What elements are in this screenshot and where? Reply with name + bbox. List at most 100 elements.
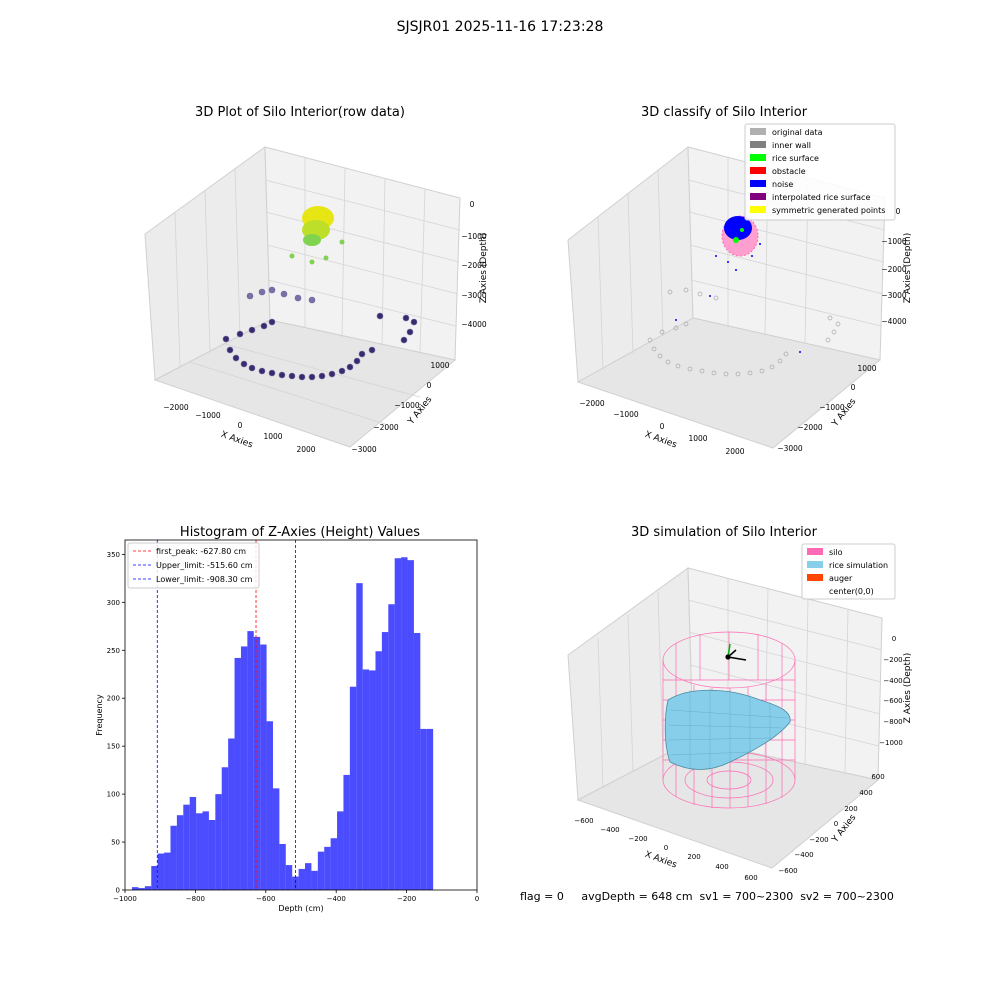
histogram-bar xyxy=(144,886,152,890)
legend-swatch-auger xyxy=(807,574,823,581)
sim-x-tick: 200 xyxy=(687,853,700,861)
histogram-bar xyxy=(253,636,261,890)
classify-z-tick: −3000 xyxy=(881,291,907,300)
histogram-bar xyxy=(311,870,318,890)
legend-swatch-rice-simulation xyxy=(807,561,823,568)
classify-z-tick: 0 xyxy=(896,207,901,216)
legend-label-obstacle: obstacle xyxy=(772,167,806,176)
classify-y-label: Y Axies xyxy=(830,397,859,430)
legend-label-original-data: original data xyxy=(772,128,823,137)
figure-suptitle: SJSJR01 2025-11-16 17:23:28 xyxy=(397,19,604,35)
histogram-bar xyxy=(420,728,427,890)
histogram-bar xyxy=(202,811,209,890)
histogram-title: Histogram of Z-Axies (Height) Values xyxy=(180,525,420,540)
legend-label-symmetric: symmetric generated points xyxy=(772,206,885,215)
raw-x-label: X Axies xyxy=(219,430,254,451)
raw-z-tick: −3000 xyxy=(461,291,487,300)
grid-classify xyxy=(597,157,886,370)
sim-z-label: Z Axies (Depth) xyxy=(903,653,913,724)
histogram-bar xyxy=(266,721,273,890)
x-tick-label: −200 xyxy=(397,895,416,903)
y-tick-label: 300 xyxy=(107,599,120,607)
classify-y-tick: −3000 xyxy=(777,444,803,453)
legend-swatch-original-data xyxy=(750,128,766,135)
legend-frame xyxy=(801,543,896,600)
x-tick-label: 0 xyxy=(475,895,479,903)
sim-x-tick: −400 xyxy=(600,826,619,834)
y-tick-label: 50 xyxy=(111,839,120,847)
histogram-bar xyxy=(356,583,363,890)
raw-y-tick: −3000 xyxy=(351,445,377,454)
panel-raw-title: 3D Plot of Silo Interior(row data) xyxy=(195,105,405,120)
classify-y-tick: 0 xyxy=(851,383,856,392)
histogram-x-ticks: −1000 −800 −600 −400 −200 0 xyxy=(113,890,479,903)
sim-y-tick: 200 xyxy=(844,805,857,813)
histogram-bar xyxy=(151,866,158,890)
histogram-bar xyxy=(337,811,344,890)
x-tick-label: −600 xyxy=(256,895,275,903)
sim-x-tick: 0 xyxy=(664,844,668,852)
histogram-bar xyxy=(208,820,216,890)
classify-x-label: X Axies xyxy=(643,430,678,451)
y-tick-label: 100 xyxy=(107,791,120,799)
sim-z-tick: −600 xyxy=(883,697,902,705)
histogram-bar xyxy=(234,657,241,890)
histogram-bar xyxy=(132,887,139,890)
classify-x-tick: −2000 xyxy=(579,399,605,408)
histogram-bar xyxy=(381,632,389,890)
classify-y-tick: −1000 xyxy=(819,403,845,412)
histogram-bar xyxy=(247,631,254,890)
classify-z-tick: −1000 xyxy=(881,237,907,246)
raw-z-tick: −1000 xyxy=(461,232,487,241)
histogram-bar xyxy=(138,888,145,890)
classify-x-tick: 0 xyxy=(660,422,665,431)
raw-ring-points xyxy=(222,286,418,381)
raw-y-tick: 0 xyxy=(427,381,432,390)
panel-simulation-title: 3D simulation of Silo Interior xyxy=(631,525,818,540)
histogram-bar xyxy=(388,604,395,890)
histogram-legend: first_peak: -627.80 cm Upper_limit: -515.… xyxy=(127,542,260,589)
histogram-bar xyxy=(298,868,306,890)
raw-x-tick: −2000 xyxy=(163,403,189,412)
legend-label-interpolated: interpolated rice surface xyxy=(772,193,870,202)
legend-swatch-symmetric xyxy=(750,206,766,213)
legend-label-rice-surface: rice surface xyxy=(772,154,819,163)
histogram-bar xyxy=(375,651,382,890)
raw-y-tick: 1000 xyxy=(430,361,449,370)
histogram-bar xyxy=(240,646,248,890)
sim-z-tick: −400 xyxy=(883,677,902,685)
classify-x-tick: 1000 xyxy=(688,434,707,443)
legend-label: Upper_limit: -515.60 cm xyxy=(156,561,253,570)
histogram-y-label: Frequency xyxy=(95,694,104,736)
y-tick-label: 350 xyxy=(107,551,120,559)
sim-x-tick: −200 xyxy=(628,835,647,843)
raw-z-tick: −4000 xyxy=(461,320,487,329)
legend-swatch-obstacle xyxy=(750,167,766,174)
raw-x-tick: 2000 xyxy=(296,445,315,454)
histogram-bar xyxy=(369,670,376,890)
sim-y-tick: 400 xyxy=(859,789,872,797)
sim-y-tick: −200 xyxy=(809,836,828,844)
raw-z-tick: 0 xyxy=(470,200,475,209)
y-tick-label: 200 xyxy=(107,695,120,703)
legend-frame xyxy=(744,123,896,221)
grid-raw xyxy=(174,157,461,425)
classify-wall-points xyxy=(647,287,841,377)
classify-z-label: Z Axies (Depth) xyxy=(903,233,913,304)
raw-x-tick: 1000 xyxy=(263,432,282,441)
raw-x-tick: −1000 xyxy=(195,411,221,420)
status-text: flag = 0 avgDepth = 648 cm sv1 = 700~230… xyxy=(520,890,894,903)
histogram-axes-frame xyxy=(124,539,478,891)
sim-z-tick: −1000 xyxy=(879,739,903,747)
histogram-y-ticks: 0 50 100 150 200 250 300 350 xyxy=(107,551,125,895)
classify-surface-cluster xyxy=(675,215,801,353)
legend-label-auger: auger xyxy=(829,574,853,583)
simulation-legend: silo rice simulation auger center(0,0) xyxy=(801,543,896,600)
histogram-panel: Histogram of Z-Axies (Height) Values −10… xyxy=(95,525,479,913)
legend-swatch-inner-wall xyxy=(750,141,766,148)
rice-mesh xyxy=(667,688,789,772)
auger-center-marker xyxy=(725,643,747,661)
histogram-bar xyxy=(170,825,177,890)
classify-legend: original data inner wall rice surface ob… xyxy=(744,123,896,221)
